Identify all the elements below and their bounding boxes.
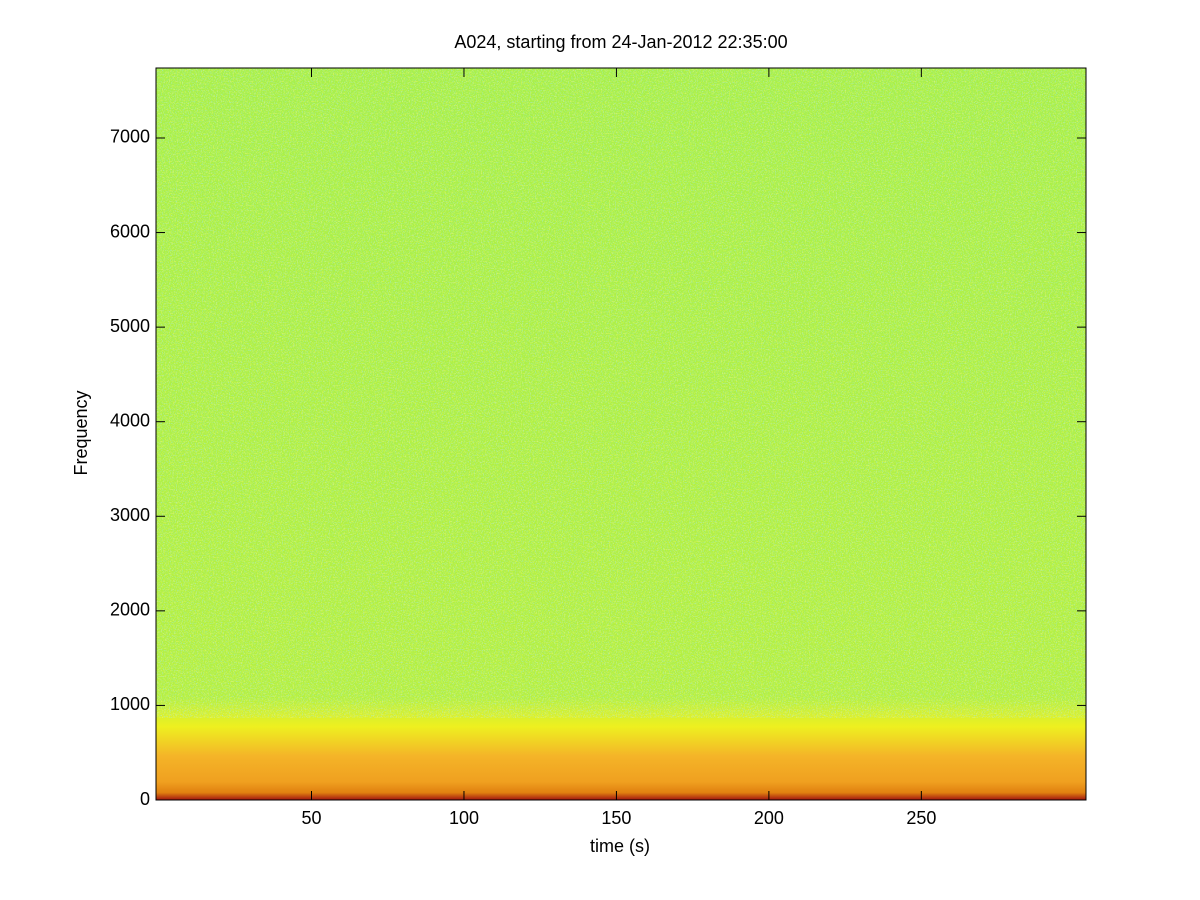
y-tick-label: 5000 bbox=[110, 316, 150, 336]
x-axis-label: time (s) bbox=[590, 836, 650, 856]
spectrogram-image bbox=[156, 68, 1086, 800]
x-tick-label: 250 bbox=[906, 808, 936, 828]
x-tick-label: 50 bbox=[301, 808, 321, 828]
y-tick-label: 1000 bbox=[110, 694, 150, 714]
plot-frame bbox=[155, 67, 1087, 801]
x-tick-label: 200 bbox=[754, 808, 784, 828]
spectrogram-noise bbox=[156, 68, 1086, 718]
y-tick-label: 7000 bbox=[110, 127, 150, 147]
x-tick-label: 150 bbox=[601, 808, 631, 828]
chart-title: A024, starting from 24-Jan-2012 22:35:00 bbox=[454, 32, 787, 52]
x-tick-label: 100 bbox=[449, 808, 479, 828]
y-tick-label: 3000 bbox=[110, 505, 150, 525]
y-tick-label: 6000 bbox=[110, 221, 150, 241]
y-tick-label: 0 bbox=[140, 789, 150, 809]
y-tick-label: 2000 bbox=[110, 600, 150, 620]
y-tick-label: 4000 bbox=[110, 410, 150, 430]
y-axis-label: Frequency bbox=[71, 390, 91, 475]
